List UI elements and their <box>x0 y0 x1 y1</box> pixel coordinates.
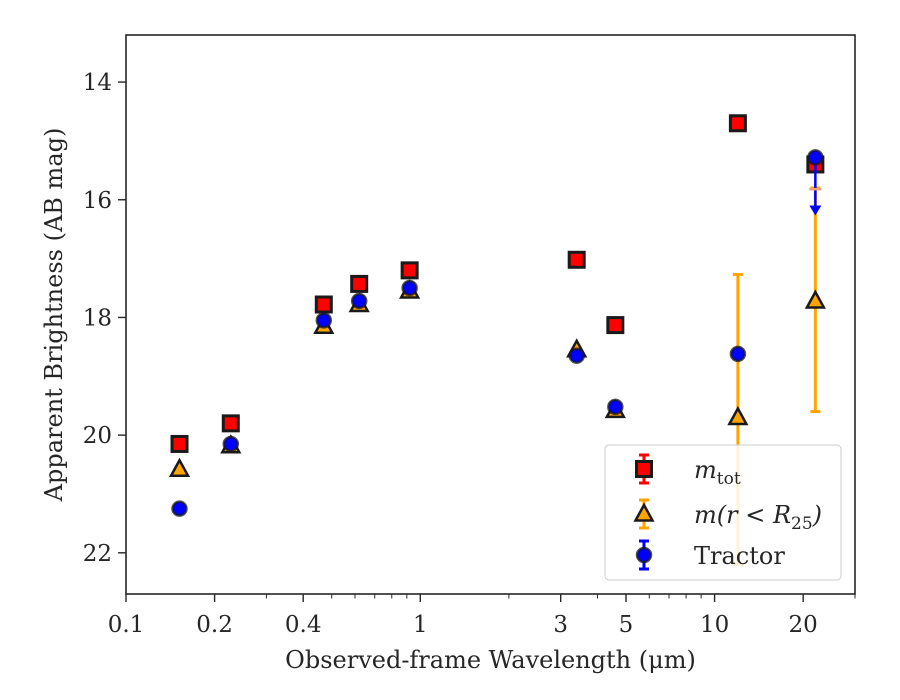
plot-area <box>168 114 826 567</box>
x-tick-label: 0.1 <box>108 612 145 638</box>
x-axis-label: Observed-frame Wavelength (μm) <box>285 646 696 674</box>
y-tick-label: 14 <box>83 70 112 96</box>
plot-frame <box>125 34 856 595</box>
data-point-circle <box>568 347 585 364</box>
x-tick-label: 1 <box>413 612 428 638</box>
data-point-circle <box>729 345 747 363</box>
legend-label: m(r < R25) <box>694 501 822 534</box>
legend-label: Tractor <box>694 542 785 570</box>
legend: mtot m(r < R25) Tractor <box>604 444 842 581</box>
data-point-circle <box>315 312 333 329</box>
x-tick-label: 10 <box>700 612 729 638</box>
data-point-circle <box>222 435 240 453</box>
legend-label: mtot <box>694 456 741 489</box>
legend-box <box>604 444 842 581</box>
x-tick-label: 5 <box>619 612 634 638</box>
data-point-circle <box>807 149 824 166</box>
legend-marker-square <box>635 460 653 478</box>
data-point-square <box>728 114 747 133</box>
upper-limit-arrowhead <box>809 205 822 216</box>
y-tick-label: 18 <box>83 305 112 331</box>
data-point-circle <box>401 279 418 297</box>
data-point-square <box>314 295 333 314</box>
y-tick-label: 22 <box>83 541 112 567</box>
data-point-circle <box>607 398 624 416</box>
axis-ticks: 0.1 0.2 0.4 1 3 5 10 20 14 16 18 20 22 <box>83 70 856 638</box>
data-point-square <box>170 434 189 453</box>
legend-marker-triangle <box>633 502 655 522</box>
x-tick-label: 0.4 <box>285 612 322 638</box>
y-tick-label: 20 <box>83 423 112 449</box>
data-point-triangle <box>168 457 191 478</box>
x-tick-label: 0.2 <box>196 612 233 638</box>
data-point-square <box>221 414 240 433</box>
data-point-triangle <box>727 405 749 426</box>
data-point-square <box>606 316 625 335</box>
data-point-square <box>350 274 369 293</box>
y-tick-label: 16 <box>83 188 112 214</box>
x-tick-label: 20 <box>789 612 818 638</box>
data-point-circle <box>171 500 188 517</box>
data-point-square <box>400 261 419 280</box>
data-point-circle <box>350 292 368 310</box>
data-point-square <box>567 250 586 269</box>
legend-marker-circle <box>635 546 653 564</box>
y-axis-label: Apparent Brightness (AB mag) <box>40 128 68 503</box>
data-point-triangle <box>804 289 826 309</box>
x-tick-label: 3 <box>553 612 568 638</box>
